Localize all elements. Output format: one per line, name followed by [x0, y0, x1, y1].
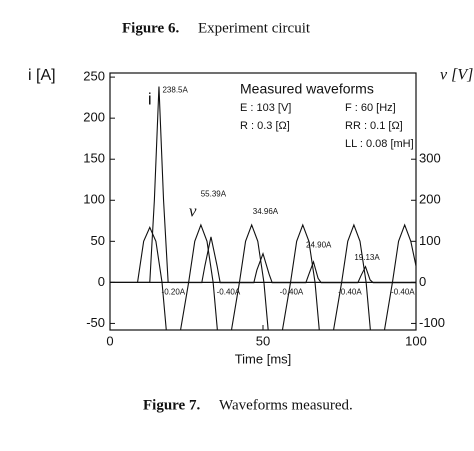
- annotation: 19.13A: [354, 253, 380, 262]
- y-tick-label: 200: [83, 110, 105, 125]
- y2-tick-label: 0: [419, 274, 426, 289]
- y-tick-label: 100: [83, 192, 105, 207]
- y-tick-label: 50: [91, 233, 105, 248]
- legend-line: R : 0.3 [Ω]: [240, 120, 290, 132]
- annotation: 238.5A: [162, 85, 188, 94]
- caption-text: Experiment circuit: [198, 20, 311, 36]
- annotation: -0.40A: [338, 287, 362, 296]
- legend-line: LL : 0.08 [mH]: [345, 138, 414, 150]
- y2-axis-label: ν [V]: [440, 67, 473, 84]
- series-line: [110, 86, 416, 284]
- legend-line: E : 103 [V]: [240, 102, 291, 114]
- series-label: i: [148, 90, 152, 109]
- y2-tick-label: 100: [419, 233, 441, 248]
- annotation: -0.40A: [391, 287, 415, 296]
- y-axis-label: i [A]: [28, 67, 56, 84]
- y-tick-label: 0: [98, 274, 105, 289]
- y-tick-label: -50: [86, 315, 105, 330]
- legend-line: F : 60 [Hz]: [345, 102, 396, 114]
- plot: [110, 86, 416, 330]
- annotation: 24.90A: [306, 241, 332, 250]
- legend-title: Measured waveforms: [240, 81, 374, 97]
- x-tick-label: 0: [106, 333, 113, 348]
- y2-tick-label: 300: [419, 151, 441, 166]
- y2-tick-label: 200: [419, 192, 441, 207]
- annotation: -0.40A: [280, 287, 304, 296]
- series-label: ν: [189, 201, 197, 220]
- annotation: -0.20A: [162, 287, 186, 296]
- x-tick-label: 100: [405, 333, 427, 348]
- annotation: 34.96A: [253, 207, 279, 216]
- y2-tick-label: -100: [419, 315, 445, 330]
- caption-text: Waveforms measured.: [219, 397, 353, 413]
- caption-label: Figure 6.: [122, 20, 179, 36]
- y-tick-label: 250: [83, 69, 105, 84]
- series-line: [136, 223, 416, 330]
- annotation: -0.40A: [217, 287, 241, 296]
- caption-label: Figure 7.: [143, 397, 200, 413]
- annotation: 55.39A: [201, 190, 227, 199]
- x-axis-label: Time [ms]: [235, 351, 292, 366]
- series-clip: [136, 223, 416, 330]
- y-tick-label: 150: [83, 151, 105, 166]
- series-clip: [110, 86, 416, 284]
- x-tick-label: 50: [256, 333, 270, 348]
- legend-line: RR : 0.1 [Ω]: [345, 120, 403, 132]
